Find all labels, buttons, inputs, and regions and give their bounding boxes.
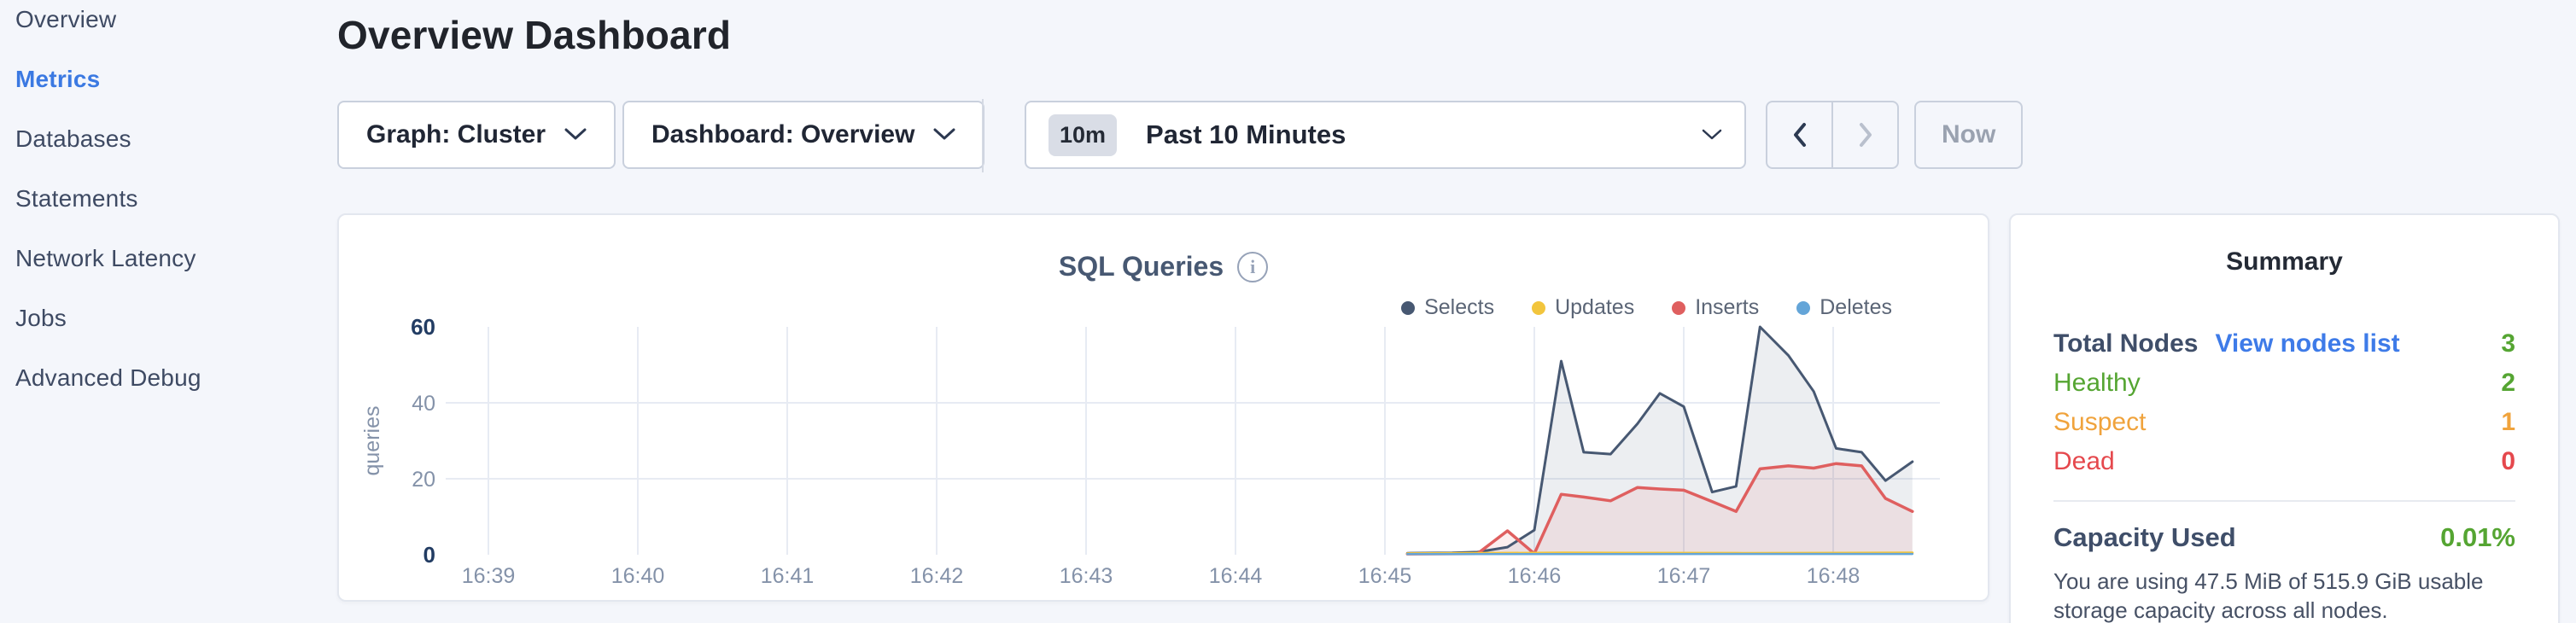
capacity-used-row: Capacity Used 0.01%	[2053, 522, 2515, 553]
summary-row-dead: Dead 0	[2053, 442, 2515, 481]
dead-label: Dead	[2053, 447, 2115, 475]
healthy-value: 2	[2501, 369, 2515, 397]
graph-dropdown[interactable]: Graph: Cluster	[337, 101, 616, 169]
svg-text:16:39: 16:39	[462, 564, 516, 588]
time-step-buttons	[1766, 101, 1899, 169]
dashboard-dropdown-label: Dashboard: Overview	[651, 120, 915, 148]
graph-dropdown-label: Graph: Cluster	[366, 120, 546, 148]
chevron-left-icon	[1790, 121, 1809, 148]
capacity-used-label: Capacity Used	[2053, 522, 2236, 552]
svg-text:16:41: 16:41	[761, 564, 815, 588]
inserts-dot-icon	[1672, 300, 1686, 315]
view-nodes-list-link[interactable]: View nodes list	[2215, 329, 2400, 358]
healthy-label: Healthy	[2053, 369, 2141, 397]
sidebar-item-databases[interactable]: Databases	[15, 125, 131, 152]
summary-panel: Summary Total Nodes View nodes list 3 He…	[2009, 213, 2560, 623]
total-nodes-label: Total Nodes	[2053, 329, 2199, 358]
sql-queries-chart[interactable]: 16:39 16:40 16:41 16:42 16:43 16:44 16:45 16:46…	[339, 215, 1991, 603]
dead-value: 0	[2501, 447, 2515, 475]
chevron-right-icon	[1856, 121, 1875, 148]
dashboard-dropdown[interactable]: Dashboard: Overview	[622, 101, 985, 169]
chevron-down-icon	[1702, 129, 1722, 142]
previous-time-button[interactable]	[1767, 102, 1833, 167]
sidebar-item-metrics[interactable]: Metrics	[15, 66, 101, 92]
summary-divider	[2053, 500, 2515, 502]
svg-text:60: 60	[411, 314, 435, 340]
summary-title: Summary	[2226, 247, 2343, 276]
deletes-dot-icon	[1796, 300, 1811, 315]
legend-item-deletes[interactable]: Deletes	[1796, 295, 1892, 320]
svg-text:16:48: 16:48	[1807, 564, 1860, 588]
sidebar-item-advanced-debug[interactable]: Advanced Debug	[15, 364, 202, 391]
summary-row-healthy: Healthy 2	[2053, 364, 2515, 403]
svg-text:16:43: 16:43	[1060, 564, 1113, 588]
total-nodes-value: 3	[2501, 329, 2515, 358]
svg-text:0: 0	[423, 542, 435, 568]
summary-row-suspect: Suspect 1	[2053, 403, 2515, 442]
svg-text:16:47: 16:47	[1657, 564, 1711, 588]
sidebar-item-statements[interactable]: Statements	[15, 185, 138, 212]
chart-title: SQL Queries	[1058, 251, 1224, 282]
suspect-value: 1	[2501, 408, 2515, 436]
legend-item-selects[interactable]: Selects	[1401, 295, 1494, 320]
svg-text:40: 40	[412, 392, 435, 416]
time-range-dropdown[interactable]: 10m Past 10 Minutes	[1025, 101, 1746, 169]
info-icon[interactable]: i	[1237, 251, 1269, 282]
sql-queries-chart-card: SQL Queries i Selects Updates Inserts De…	[337, 213, 1989, 602]
summary-row-total-nodes: Total Nodes View nodes list 3	[2053, 324, 2515, 364]
next-time-button[interactable]	[1833, 102, 1897, 167]
time-window-badge: 10m	[1049, 114, 1118, 156]
time-window-label: Past 10 Minutes	[1146, 119, 1346, 149]
sidebar-item-overview[interactable]: Overview	[15, 6, 117, 32]
svg-text:20: 20	[412, 468, 435, 492]
suspect-label: Suspect	[2053, 408, 2147, 436]
capacity-used-value: 0.01%	[2440, 522, 2515, 552]
svg-text:16:44: 16:44	[1209, 564, 1263, 588]
svg-text:16:45: 16:45	[1358, 564, 1412, 588]
svg-text:16:46: 16:46	[1508, 564, 1562, 588]
updates-dot-icon	[1532, 300, 1546, 315]
page-title: Overview Dashboard	[337, 13, 732, 57]
capacity-description: You are using 47.5 MiB of 515.9 GiB usab…	[2053, 568, 2484, 623]
selects-dot-icon	[1401, 300, 1416, 315]
sidebar: Overview Metrics Databases Statements Ne…	[0, 0, 316, 408]
now-button[interactable]: Now	[1914, 101, 2024, 169]
sidebar-item-network-latency[interactable]: Network Latency	[15, 245, 196, 271]
sidebar-item-jobs[interactable]: Jobs	[15, 305, 67, 331]
legend-item-updates[interactable]: Updates	[1532, 295, 1634, 320]
svg-text:16:42: 16:42	[910, 564, 964, 588]
svg-text:16:40: 16:40	[611, 564, 665, 588]
chart-legend: Selects Updates Inserts Deletes	[1401, 295, 1892, 320]
svg-text:queries: queries	[360, 406, 384, 476]
controls-divider	[982, 99, 984, 172]
chevron-down-icon	[564, 128, 587, 142]
controls-bar: Graph: Cluster Dashboard: Overview 10m P…	[0, 99, 2576, 172]
legend-item-inserts[interactable]: Inserts	[1672, 295, 1759, 320]
chevron-down-icon	[933, 128, 955, 142]
